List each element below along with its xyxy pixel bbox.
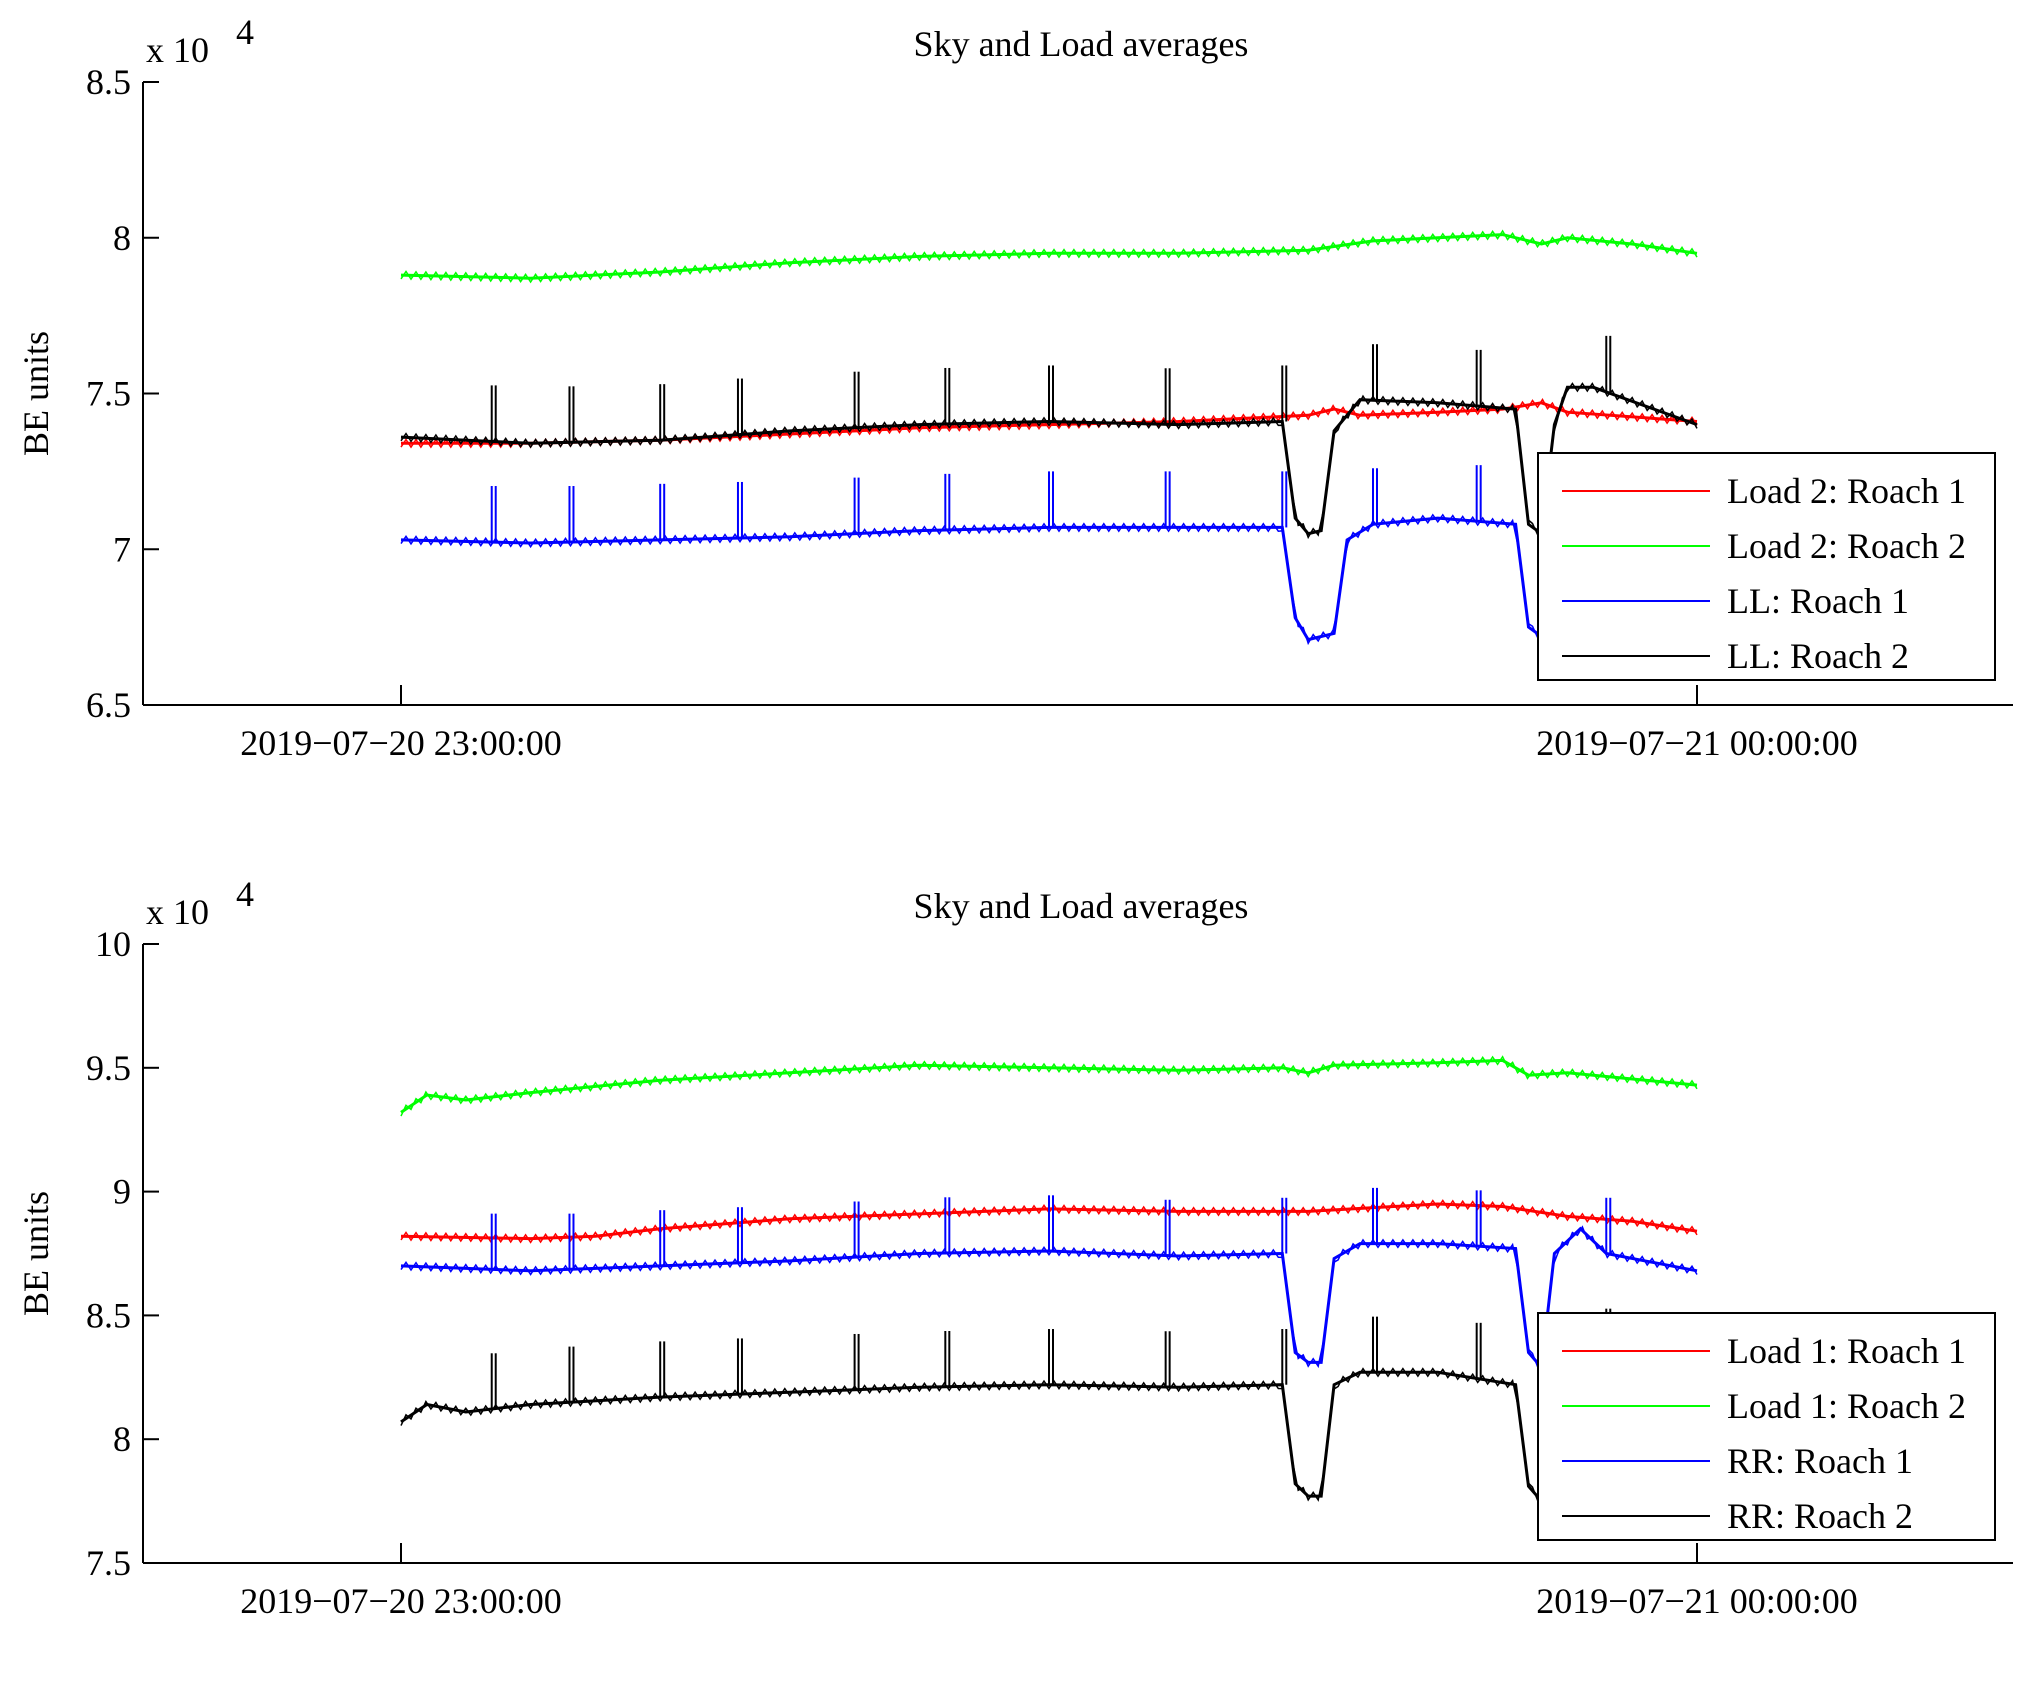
y-tick-label: 7.5: [86, 1543, 131, 1583]
y-tick-label: 8: [113, 1419, 131, 1459]
y-axis-label: BE units: [16, 331, 56, 456]
x-tick-label: 2019−07−21 00:00:00: [1536, 1581, 1858, 1621]
series-line-2: [400, 1058, 1698, 1114]
series-noise-2: [400, 229, 1698, 284]
legend-label: LL: Roach 2: [1727, 636, 1909, 676]
y-tick-label: 10: [95, 924, 131, 964]
y-multiplier-exponent: 4: [236, 12, 254, 52]
chart-2: 7.5 8 8.5 9 9.5 10 2019−07−20 23:00:00 2019−07−…: [16, 874, 2013, 1621]
series-noise-2: [400, 1055, 1698, 1117]
legend-label: Load 1: Roach 2: [1727, 1386, 1966, 1426]
y-tick-label: 7: [113, 529, 131, 569]
y-tick-label: 6.5: [86, 685, 131, 725]
legend-label: Load 2: Roach 2: [1727, 526, 1966, 566]
legend: Load 1: Roach 1 Load 1: Roach 2 RR: Roach …: [1537, 1312, 1996, 1541]
y-tick-label: 9: [113, 1172, 131, 1212]
x-tick-label: 2019−07−20 23:00:00: [240, 723, 562, 763]
y-multiplier: x 10: [146, 30, 209, 70]
legend-label: Load 1: Roach 1: [1727, 1331, 1966, 1371]
legend: Load 2: Roach 1 Load 2: Roach 2 LL: Roach …: [1537, 452, 1996, 681]
legend-label: RR: Roach 2: [1727, 1496, 1913, 1536]
chart-title: Sky and Load averages: [914, 886, 1249, 926]
y-axis-label: BE units: [16, 1191, 56, 1316]
chart-1: 6.5 7 7.5 8 8.5 2019−07−20 23:00:00 2019−07−21…: [16, 12, 2013, 763]
series-line-1: [400, 1202, 1698, 1241]
y-multiplier: x 10: [146, 892, 209, 932]
series-line-3: [400, 516, 1698, 642]
y-tick-label: 7.5: [86, 374, 131, 414]
y-tick-label: 8.5: [86, 1295, 131, 1335]
legend-label: Load 2: Roach 1: [1727, 471, 1966, 511]
y-tick-label: 9.5: [86, 1048, 131, 1088]
x-tick-label: 2019−07−20 23:00:00: [240, 1581, 562, 1621]
x-tick-label: 2019−07−21 00:00:00: [1536, 723, 1858, 763]
legend-label: RR: Roach 1: [1727, 1441, 1913, 1481]
chart-title: Sky and Load averages: [914, 24, 1249, 64]
y-multiplier-exponent: 4: [236, 874, 254, 914]
y-tick-label: 8.5: [86, 62, 131, 102]
series-noise-3: [400, 513, 1698, 646]
y-tick-label: 8: [113, 218, 131, 258]
legend-label: LL: Roach 1: [1727, 581, 1909, 621]
